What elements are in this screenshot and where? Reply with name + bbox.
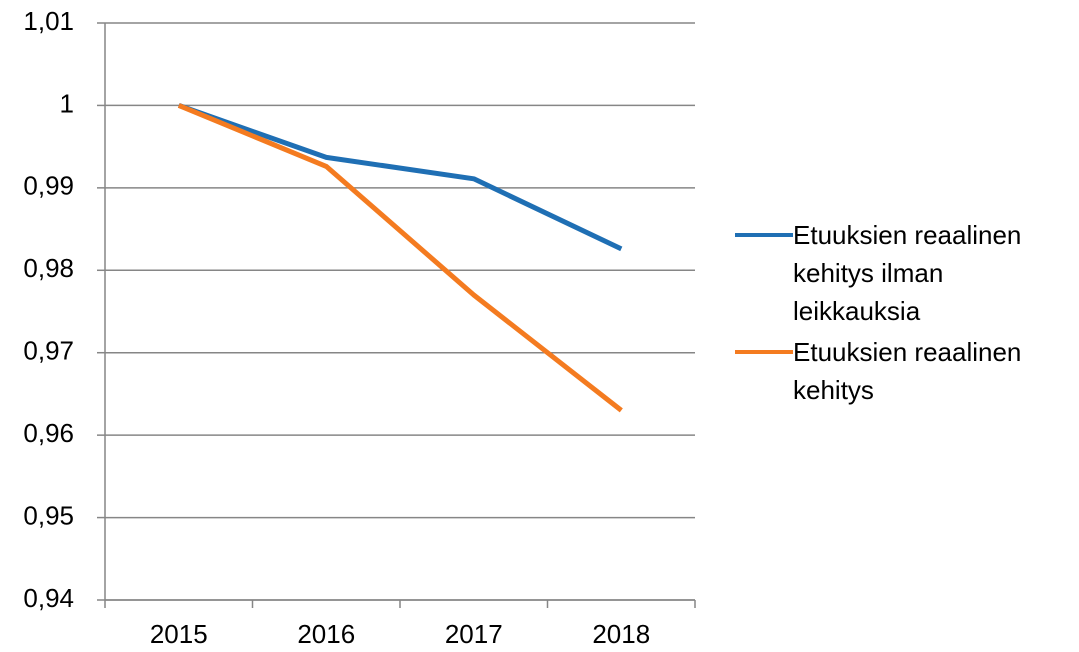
y-tick-label: 0,94 — [23, 583, 74, 613]
x-tick-label: 2015 — [150, 619, 208, 649]
y-tick-label: 1 — [60, 88, 74, 118]
legend: Etuuksien reaalinen kehitys ilman leikka… — [735, 216, 1077, 412]
legend-label: Etuuksien reaalinen kehitys ilman leikka… — [793, 220, 1022, 326]
y-tick-label: 0,97 — [23, 336, 74, 366]
x-tick-label: 2017 — [445, 619, 503, 649]
y-tick-label: 0,99 — [23, 171, 74, 201]
legend-entry: Etuuksien reaalinen kehitys — [735, 333, 1077, 409]
series-line — [177, 103, 623, 413]
series-line — [177, 103, 623, 252]
legend-label: Etuuksien reaalinen kehitys — [793, 337, 1022, 405]
x-tick-label: 2018 — [592, 619, 650, 649]
y-tick-label: 0,96 — [23, 418, 74, 448]
x-tick-label: 2016 — [297, 619, 355, 649]
legend-entry: Etuuksien reaalinen kehitys ilman leikka… — [735, 216, 1077, 330]
y-tick-label: 0,95 — [23, 500, 74, 530]
y-tick-label: 0,98 — [23, 253, 74, 283]
legend-swatch — [735, 233, 793, 237]
legend-swatch — [735, 350, 793, 354]
y-tick-label: 1,01 — [23, 6, 74, 36]
